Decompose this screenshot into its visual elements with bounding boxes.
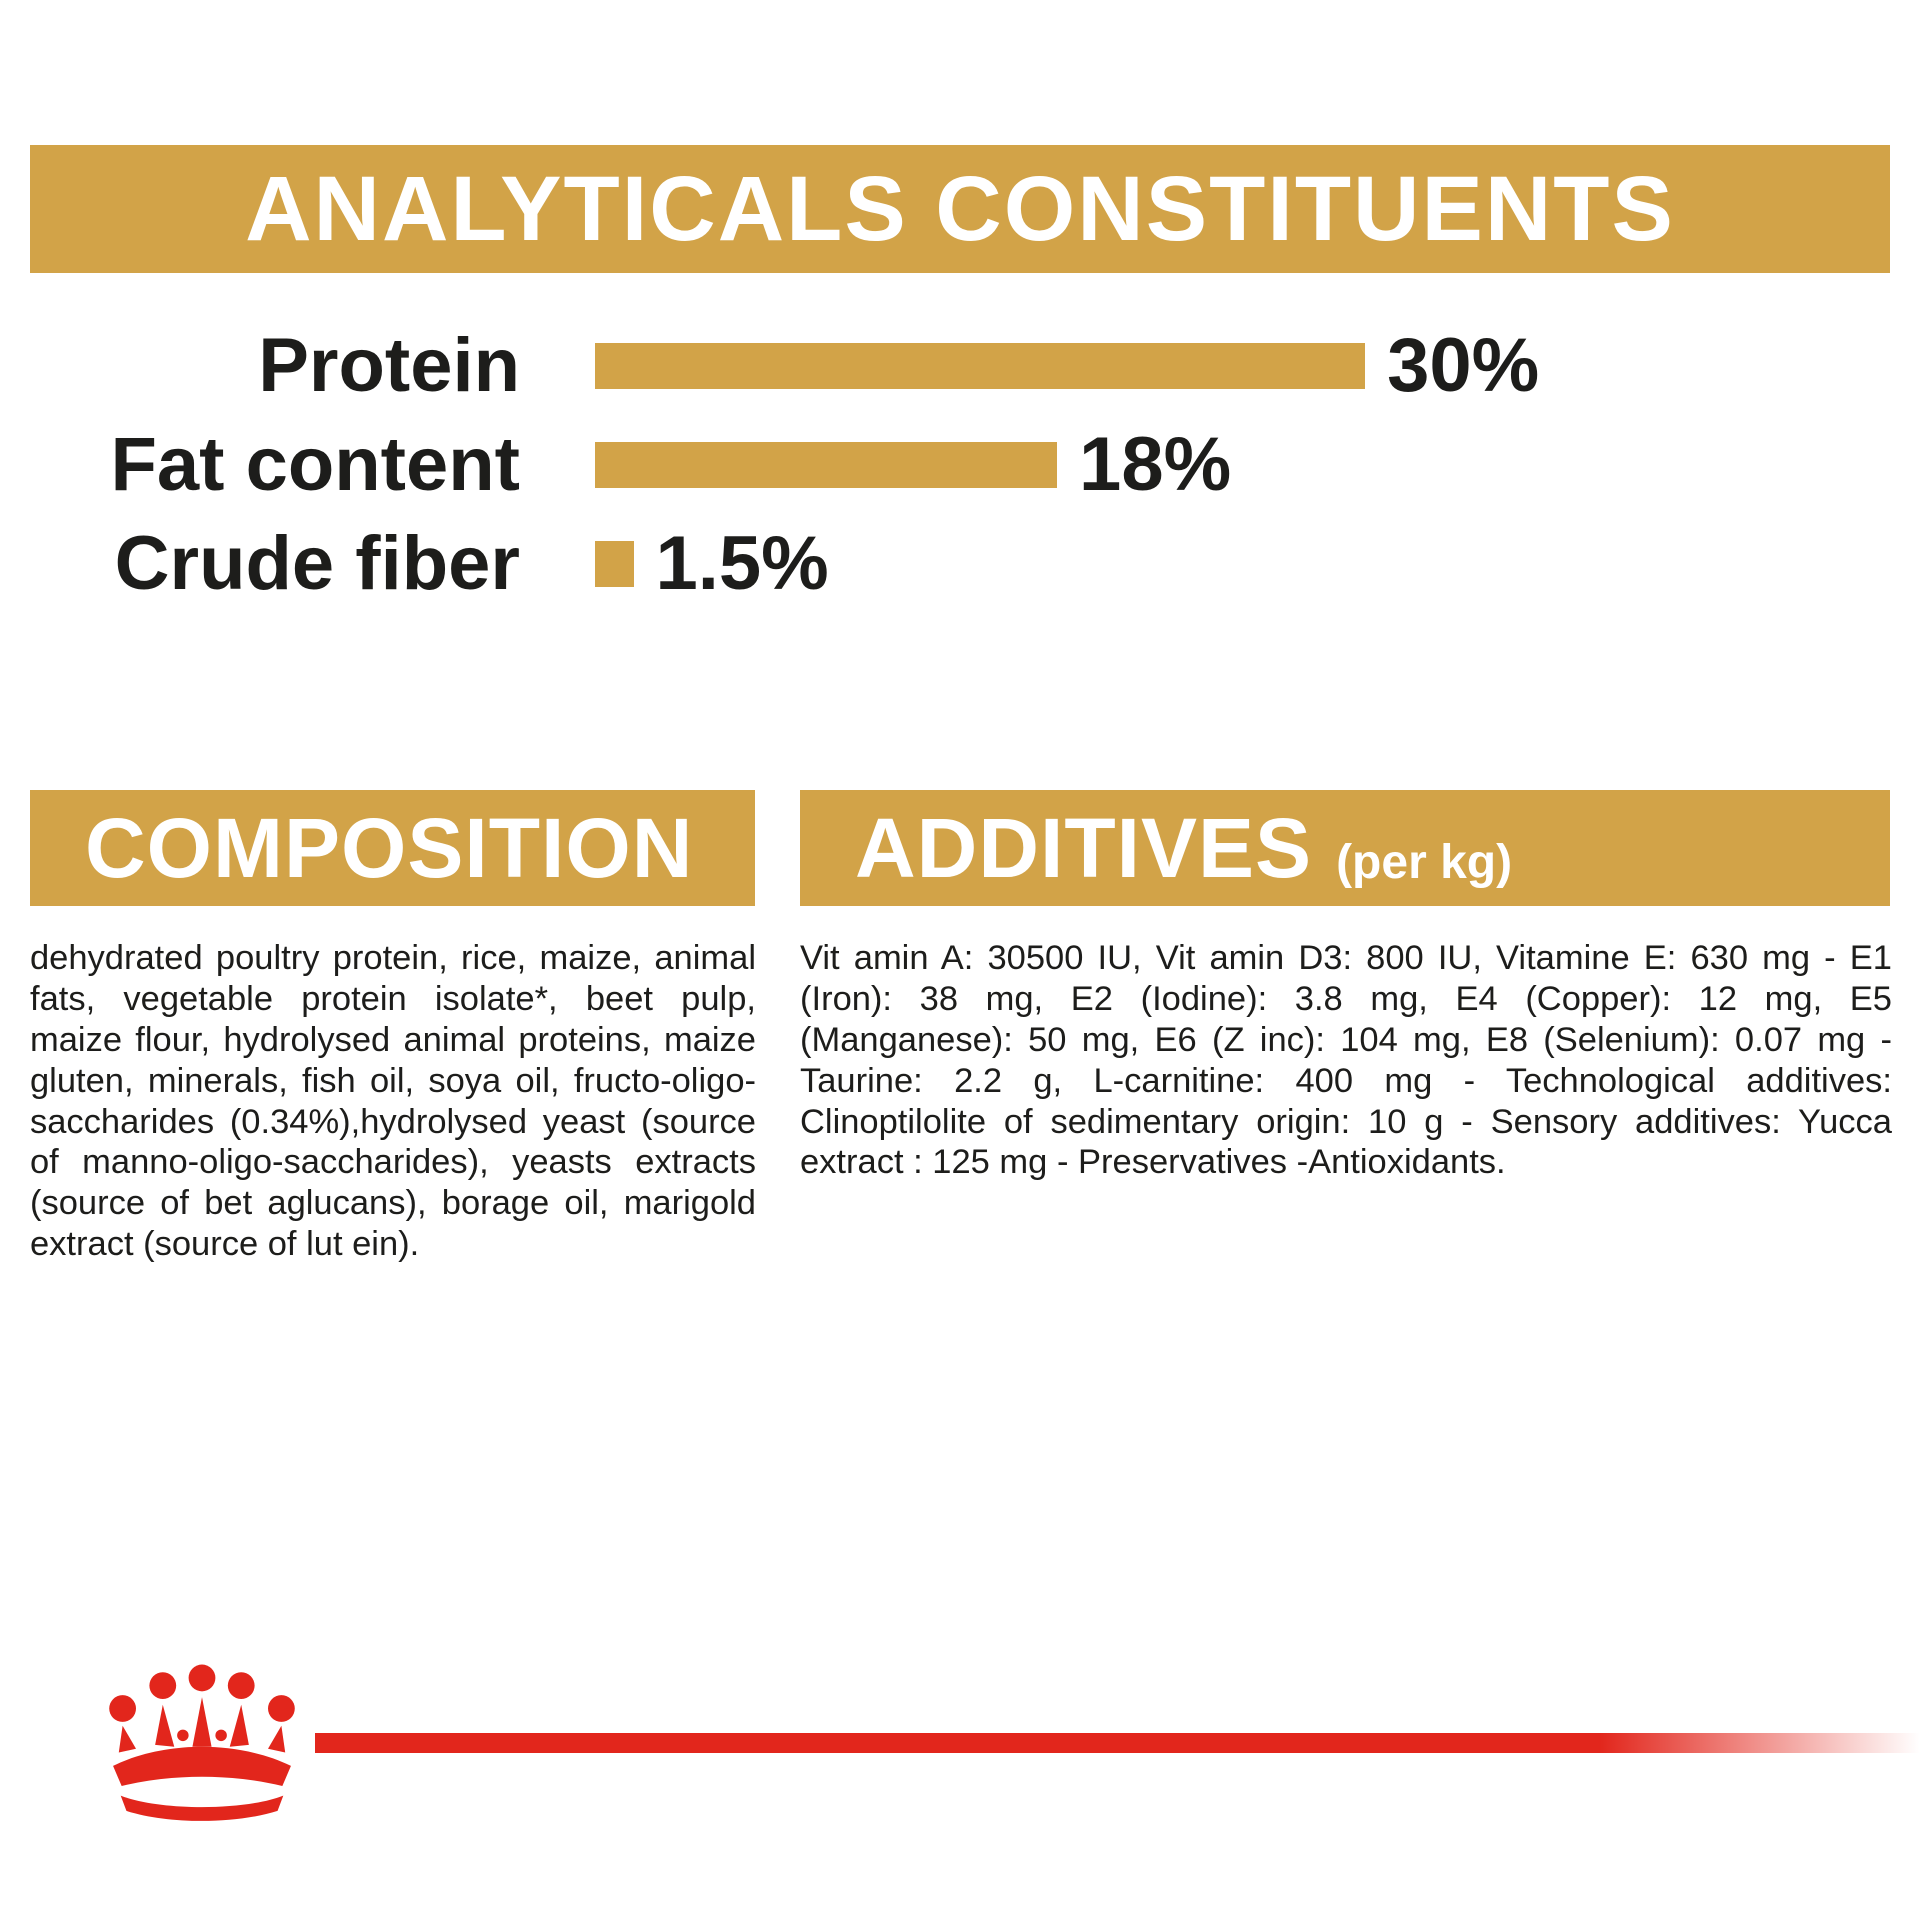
royal-canin-crown-logo [92, 1655, 312, 1830]
additives-text: Vit amin A: 30500 IU, Vit amin D3: 800 I… [800, 939, 1892, 1182]
chart-row-label: Fat content [110, 422, 520, 507]
chart-row: Protein 30% [0, 316, 1920, 415]
chart-row-value: 30% [1387, 323, 1540, 408]
chart-row-value: 1.5% [655, 521, 829, 606]
analyticals-title: ANALYTICALS CONSTITUENTS [245, 157, 1675, 260]
chart-row-label: Crude fiber [114, 521, 520, 606]
additives-banner: ADDITIVES (per kg) [800, 790, 1890, 906]
additives-title: ADDITIVES [855, 800, 1313, 895]
composition-text: dehydrated poultry protein, rice, maize,… [30, 939, 756, 1264]
composition-banner: COMPOSITION [30, 790, 755, 906]
chart-row: Crude fiber 1.5% [0, 514, 1920, 613]
composition-title: COMPOSITION [85, 800, 694, 895]
chart-row-bar [595, 441, 1058, 488]
chart-row: Fat content 18% [0, 415, 1920, 514]
chart-row-bar [595, 342, 1366, 389]
chart-row-bar [595, 540, 634, 587]
chart-row-value: 18% [1079, 422, 1232, 507]
additives-per-kg-label: (per kg) [1336, 836, 1513, 889]
chart-row-label: Protein [258, 323, 520, 408]
analyticals-chart: Protein 30% Fat content 18% Crude fiber 1.5% [0, 316, 1920, 613]
analyticals-banner: ANALYTICALS CONSTITUENTS [30, 145, 1890, 273]
red-stripe [315, 1733, 1920, 1753]
crown-icon [109, 1664, 295, 1821]
